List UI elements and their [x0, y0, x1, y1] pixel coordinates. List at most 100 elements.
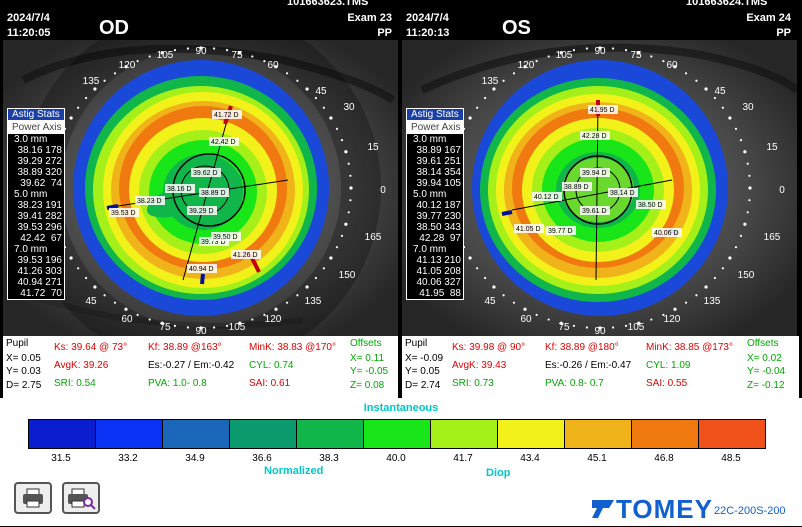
od-astig-stats: Astig Stats Power Axis 3.0 mm 38.16 178 …: [7, 108, 65, 300]
od-stats-row: 41.26 303: [17, 266, 63, 277]
od-stats-row: 38.23 191: [17, 200, 63, 211]
od-dial-15: 15: [367, 142, 379, 153]
dial-tick-dot: [559, 321, 563, 325]
dial-tick-dot: [349, 186, 353, 190]
os-map-label: 41.05 D: [516, 226, 541, 233]
od-date: 2024/7/4: [7, 12, 50, 24]
od-dial-150: 150: [339, 270, 356, 281]
dial-tick-dot: [347, 162, 350, 165]
os-eye-label: OS: [502, 17, 531, 39]
scale-tick: 40.0: [386, 453, 406, 464]
os-stats-mm: 5.0 mm: [413, 189, 447, 200]
color-scale-segment: [565, 420, 632, 448]
dial-tick-dot: [743, 222, 747, 226]
dial-tick-dot: [662, 60, 665, 63]
dial-tick-dot: [335, 127, 339, 130]
dial-tick-dot: [611, 47, 615, 50]
os-sri: SRI: 0.73: [452, 378, 494, 389]
dial-tick-dot: [684, 72, 688, 75]
dial-tick-dot: [329, 256, 333, 260]
os-stats-row: 41.95 88: [419, 288, 461, 299]
od-topography-map[interactable]: 90 105 120 135 75 60 45 30 15 0 165 150 …: [3, 40, 398, 336]
dial-tick-dot: [84, 96, 88, 100]
dial-tick-dot: [523, 65, 527, 69]
od-map-label: 39.73 D: [201, 239, 226, 246]
dial-tick-dot: [547, 55, 550, 58]
od-stats-mm: 7.0 mm: [14, 244, 48, 255]
dial-tick-dot: [113, 301, 117, 304]
dial-tick-dot: [559, 51, 563, 55]
od-dial-75: 75: [231, 50, 243, 61]
os-sai: SAI: 0.55: [646, 378, 688, 389]
os-map-label: 38.14 D: [610, 190, 635, 197]
os-dial-45: 45: [714, 86, 726, 97]
dial-tick-dot: [160, 51, 164, 55]
os-offset-z: Z= -0.12: [747, 380, 785, 391]
od-dial-60b: 60: [121, 314, 133, 325]
dial-tick-dot: [148, 55, 151, 58]
print-preview-button[interactable]: [62, 482, 100, 514]
od-map-label: 38.16 D: [167, 186, 192, 193]
od-pupil-y: Y= 0.03: [6, 366, 41, 377]
dial-tick-dot: [136, 313, 139, 316]
dial-tick-dot: [199, 46, 203, 50]
print-button[interactable]: [14, 482, 52, 514]
dial-tick-dot: [728, 256, 732, 260]
color-scale-segment: [29, 420, 96, 448]
dial-tick-dot: [476, 267, 479, 270]
od-dial-0: 0: [380, 185, 386, 196]
dial-tick-dot: [186, 326, 190, 329]
od-ks: Ks: 39.64 @ 73°: [54, 342, 128, 353]
os-map-label: 39.94 D: [582, 170, 607, 177]
od-es-em: Es:-0.27 / Em:-0.42: [148, 360, 235, 371]
dial-tick-dot: [173, 324, 177, 327]
color-scale-segment: [431, 420, 498, 448]
dial-tick-dot: [173, 49, 177, 52]
os-dial-90: 90: [594, 46, 606, 57]
scale-tick: 36.6: [252, 453, 272, 464]
od-mink: MinK: 38.83 @170°: [249, 342, 336, 353]
dial-tick-dot: [535, 60, 538, 63]
normalized-label: Normalized: [264, 465, 324, 477]
dial-tick-dot: [314, 276, 318, 280]
os-file-name: 101663624.TMS: [686, 0, 768, 8]
od-map-label: 42.42 D: [211, 139, 236, 146]
scale-panel: Instantaneous 31.5 33.2 34.9 36.6 38.3 4…: [0, 398, 802, 526]
os-pupil-y: Y= 0.05: [405, 366, 440, 377]
scale-tick: 33.2: [118, 453, 138, 464]
os-power-axis-tab[interactable]: Power Axis: [406, 121, 464, 134]
od-map-label: 39.53 D: [111, 210, 136, 217]
dial-tick-dot: [492, 285, 496, 289]
color-scale-segment: [96, 420, 163, 448]
dial-tick-dot: [305, 285, 309, 289]
color-scale-segment: [498, 420, 565, 448]
dial-tick-dot: [349, 199, 352, 202]
od-pp: PP: [377, 27, 392, 39]
os-offset-x: X= 0.02: [747, 353, 782, 364]
os-topography-map[interactable]: 90 105 120 135 75 60 45 30 15 0 165 150 …: [402, 40, 797, 336]
od-dial-90: 90: [195, 46, 207, 57]
os-stats-body: 3.0 mm 38.89 167 39.61 251 38.14 354 39.…: [406, 134, 464, 300]
scale-tick: 31.5: [51, 453, 71, 464]
os-map-label: 38.50 D: [638, 202, 663, 209]
os-dial-30: 30: [742, 102, 754, 113]
os-dial-105b: 105: [628, 322, 645, 333]
dial-tick-dot: [492, 87, 496, 91]
os-stats-row: 39.61 251: [416, 156, 462, 167]
dial-tick-dot: [748, 199, 751, 202]
os-stats-row: 39.77 230: [416, 211, 462, 222]
od-power-axis-tab[interactable]: Power Axis: [7, 121, 65, 134]
os-dial-ticks: [448, 46, 752, 330]
os-stats-row: 41.13 210: [416, 255, 462, 266]
od-kf: Kf: 38.89 @163°: [148, 342, 222, 353]
dial-tick-dot: [344, 150, 348, 154]
od-dial-45: 45: [315, 86, 327, 97]
os-dial-150: 150: [738, 270, 755, 281]
dial-tick-dot: [322, 267, 325, 270]
os-ks: Ks: 39.98 @ 90°: [452, 342, 526, 353]
os-astig-stats-tab[interactable]: Astig Stats: [406, 108, 464, 121]
dial-tick-dot: [285, 72, 289, 75]
os-stats-row: 38.14 354: [416, 167, 462, 178]
od-astig-stats-tab[interactable]: Astig Stats: [7, 108, 65, 121]
od-dial-105b: 105: [229, 322, 246, 333]
